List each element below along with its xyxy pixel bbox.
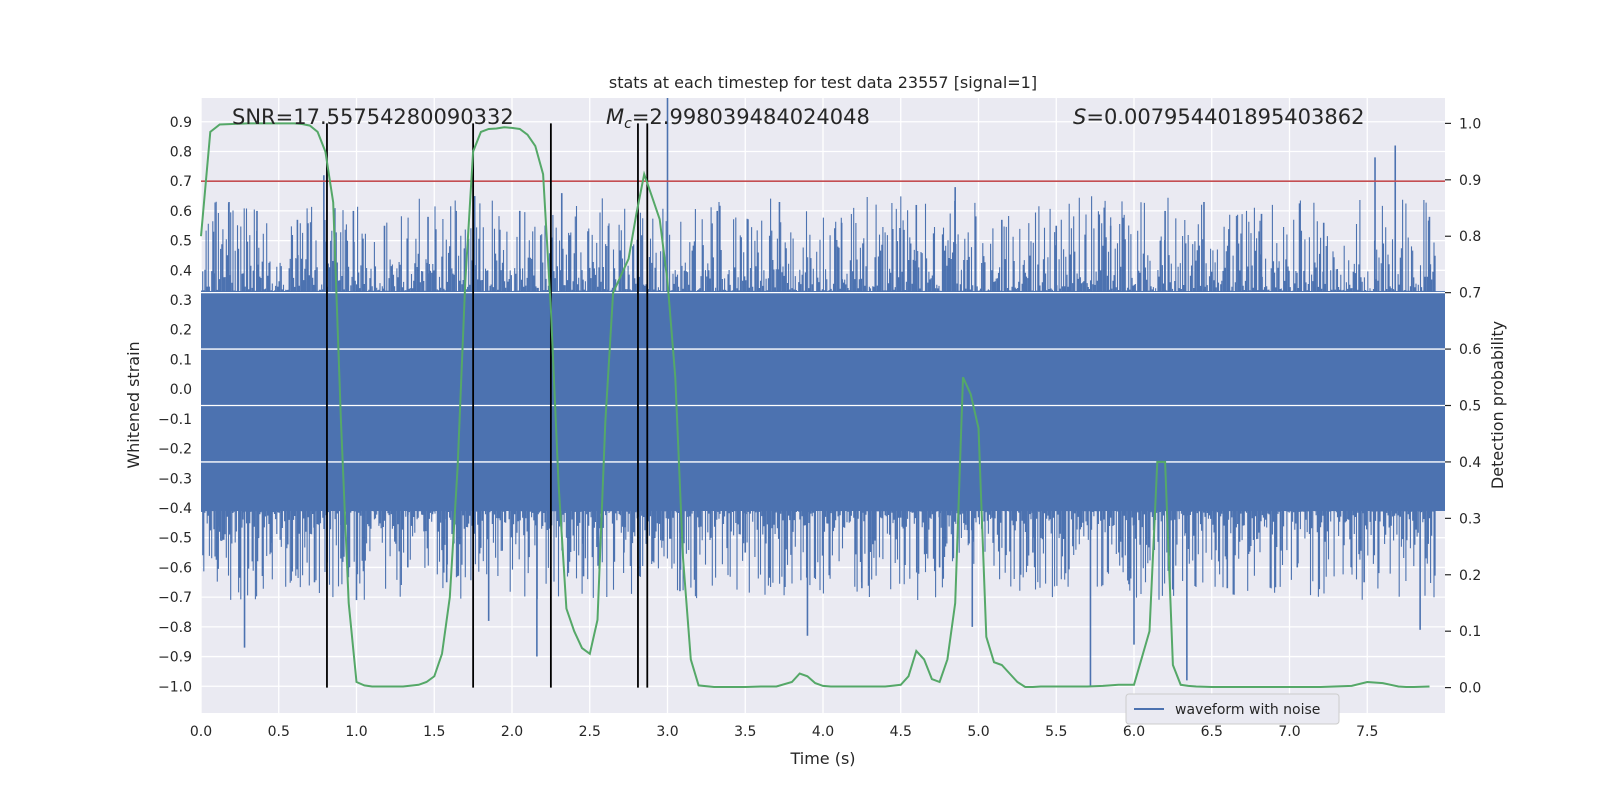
x-axis-label: Time (s) bbox=[789, 749, 855, 768]
probability-series bbox=[200, 122, 1430, 688]
x-tick-label: 0.5 bbox=[268, 724, 290, 740]
x-tick-label: 3.5 bbox=[734, 724, 756, 740]
probability-line bbox=[200, 122, 1430, 688]
x-tick-label: 3.0 bbox=[656, 724, 678, 740]
legend: waveform with noise bbox=[1125, 693, 1340, 725]
legend-label: waveform with noise bbox=[1175, 702, 1320, 718]
x-tick-label: 1.0 bbox=[345, 724, 367, 740]
x-tick-label: 1.5 bbox=[423, 724, 445, 740]
y-tick-label: 0.9 bbox=[170, 115, 192, 131]
spin-annotation: S=0.007954401895403862 bbox=[1073, 105, 1364, 129]
y-tick-label: 0.6 bbox=[170, 204, 192, 220]
y-axis-label: Whitened strain bbox=[124, 341, 143, 468]
x-tick-label: 0.0 bbox=[190, 724, 212, 740]
y-tick-label: 0.0 bbox=[170, 382, 192, 398]
y2-axis-label: Detection probability bbox=[1488, 321, 1507, 489]
x-tick-label: 2.5 bbox=[579, 724, 601, 740]
y2-tick-label: 1.0 bbox=[1459, 116, 1481, 132]
y-tick-label: −0.2 bbox=[158, 442, 192, 458]
axis-ticks: 0.0 0.5 1.0 1.5 2.0 2.5 3.0 3.5 4.0 4.5 5.0 5.5 6.0 6… bbox=[158, 115, 1481, 740]
y2-tick-label: 0.1 bbox=[1459, 624, 1481, 640]
chirp-mass-annotation: Mc=2.998039484024048 bbox=[606, 105, 870, 132]
x-tick-label: 4.0 bbox=[812, 724, 834, 740]
y-tick-label: −0.1 bbox=[158, 412, 192, 428]
y-tick-label: −0.5 bbox=[158, 531, 192, 547]
y2-tick-label: 0.9 bbox=[1459, 173, 1481, 189]
strain-series bbox=[201, 98, 1445, 687]
y-tick-label: −0.7 bbox=[158, 590, 192, 606]
y-tick-label: 0.1 bbox=[170, 352, 192, 368]
x-tick-label: 7.5 bbox=[1356, 724, 1378, 740]
x-tick-label: 6.0 bbox=[1123, 724, 1145, 740]
x-tick-label: 5.5 bbox=[1045, 724, 1067, 740]
chart-title: stats at each timestep for test data 235… bbox=[609, 73, 1037, 92]
y-tick-label: 0.2 bbox=[170, 323, 192, 339]
y-tick-label: −0.3 bbox=[158, 471, 192, 487]
legend-box bbox=[1125, 693, 1340, 725]
y2-tick-label: 0.7 bbox=[1459, 286, 1481, 302]
x-tick-label: 6.5 bbox=[1201, 724, 1223, 740]
y-tick-label: −0.4 bbox=[158, 501, 192, 517]
x-tick-label: 5.0 bbox=[967, 724, 989, 740]
y2-tick-label: 0.5 bbox=[1459, 399, 1481, 415]
y-tick-label: −0.8 bbox=[158, 620, 192, 636]
y2-tick-label: 0.0 bbox=[1459, 681, 1481, 697]
y-tick-label: −0.6 bbox=[158, 560, 192, 576]
x-tick-label: 2.0 bbox=[501, 724, 523, 740]
y-tick-label: 0.3 bbox=[170, 293, 192, 309]
vertical-markers bbox=[326, 123, 649, 688]
y2-tick-label: 0.8 bbox=[1459, 229, 1481, 245]
y2-tick-label: 0.6 bbox=[1459, 342, 1481, 358]
y-tick-label: 0.8 bbox=[170, 144, 192, 160]
y2-tick-label: 0.3 bbox=[1459, 511, 1481, 527]
y2-tick-label: 0.4 bbox=[1459, 455, 1481, 471]
x-tick-label: 4.5 bbox=[890, 724, 912, 740]
y-tick-label: 0.5 bbox=[170, 234, 192, 250]
y-tick-label: −0.9 bbox=[158, 650, 192, 666]
x-tick-label: 7.0 bbox=[1278, 724, 1300, 740]
y-tick-label: 0.7 bbox=[170, 174, 192, 190]
y-tick-label: −1.0 bbox=[158, 679, 192, 695]
snr-annotation: SNR=17.55754280090332 bbox=[232, 105, 514, 129]
y-tick-label: 0.4 bbox=[170, 263, 192, 279]
y2-tick-label: 0.2 bbox=[1459, 568, 1481, 584]
